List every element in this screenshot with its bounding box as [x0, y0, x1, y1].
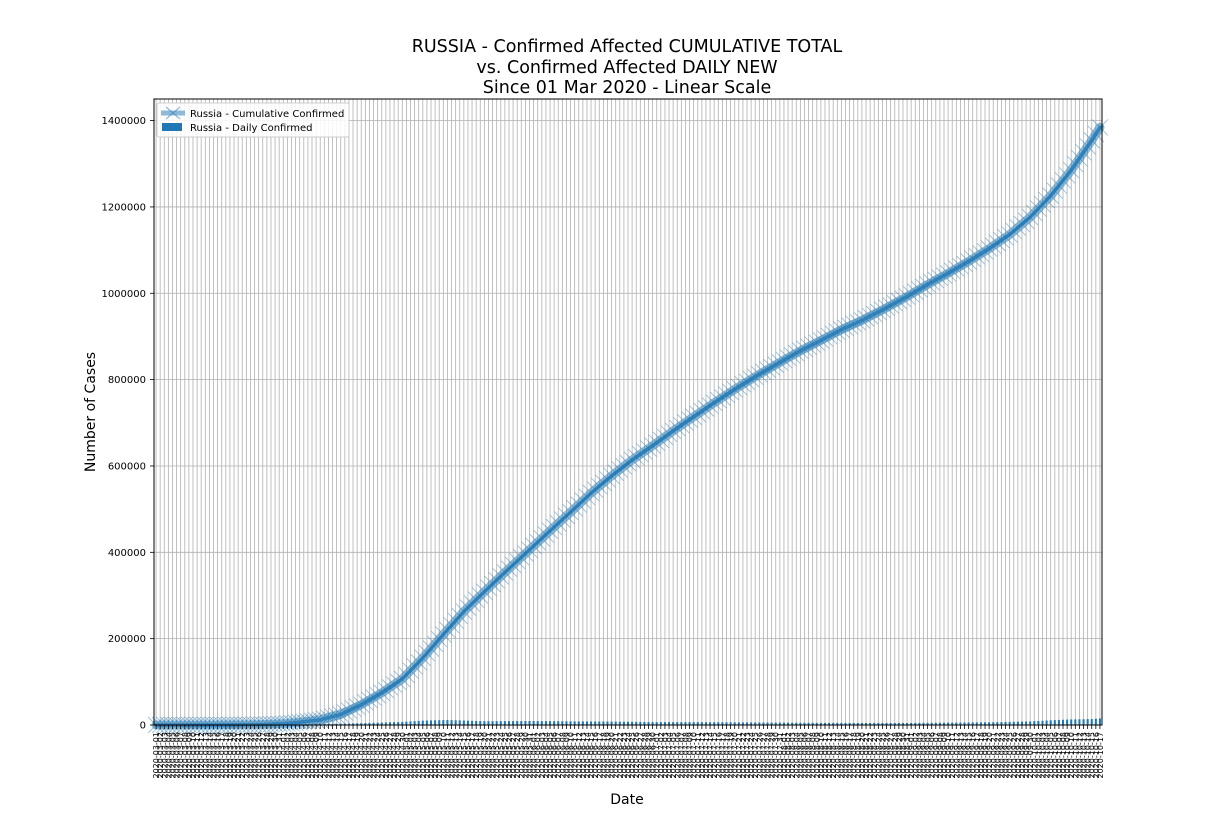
daily-bar: [1070, 719, 1072, 725]
daily-bar: [586, 721, 588, 725]
daily-bar: [492, 721, 494, 725]
daily-bar: [1046, 721, 1048, 725]
daily-bar: [565, 721, 567, 725]
daily-bar: [409, 721, 411, 725]
daily-bar: [570, 721, 572, 725]
x-axis-ticks: 2020-03-012020-03-022020-03-032020-03-04…: [152, 725, 1105, 779]
daily-bar: [582, 721, 584, 725]
daily-bar: [1062, 720, 1064, 725]
daily-bar: [1025, 722, 1027, 725]
daily-bar: [1091, 719, 1093, 725]
daily-bar: [1029, 721, 1031, 725]
daily-bar: [430, 720, 432, 725]
y-tick-label: 1200000: [101, 202, 146, 213]
daily-bar: [1041, 721, 1043, 725]
daily-bar: [467, 721, 469, 725]
daily-bar: [578, 721, 580, 725]
daily-bar: [615, 722, 617, 725]
daily-bar: [574, 721, 576, 725]
chart-title-line-3: Since 01 Mar 2020 - Linear Scale: [483, 78, 771, 98]
daily-bar: [504, 721, 506, 725]
chart-title-line-2: vs. Confirmed Affected DAILY NEW: [476, 58, 777, 78]
daily-bar: [422, 721, 424, 725]
daily-bar: [1083, 719, 1085, 725]
daily-bar: [434, 720, 436, 725]
daily-bar: [557, 721, 559, 725]
legend-swatch-daily: [162, 123, 182, 131]
daily-bar: [455, 720, 457, 725]
daily-bar: [1033, 721, 1035, 725]
daily-bar: [414, 721, 416, 725]
y-tick-label: 0: [140, 721, 146, 732]
daily-bar: [598, 722, 600, 726]
x-tick-label: 2020-10-17: [1096, 732, 1105, 779]
daily-bar: [1087, 719, 1089, 725]
daily-bar: [1037, 721, 1039, 725]
daily-bar: [537, 721, 539, 725]
daily-bar: [451, 720, 453, 725]
daily-bar: [426, 721, 428, 725]
daily-bar: [471, 721, 473, 725]
daily-bar: [463, 721, 465, 725]
daily-bar: [479, 721, 481, 725]
daily-bar: [446, 720, 448, 725]
daily-bar: [442, 720, 444, 725]
chart-legend: Russia - Cumulative Confirmed Russia - D…: [157, 103, 349, 137]
daily-bar: [545, 721, 547, 725]
y-tick-label: 400000: [108, 548, 146, 559]
legend-label-daily: Russia - Daily Confirmed: [190, 123, 313, 134]
daily-bar: [533, 721, 535, 725]
daily-bar: [528, 721, 530, 725]
daily-bar: [561, 721, 563, 725]
daily-bar: [459, 720, 461, 725]
daily-bar: [520, 721, 522, 725]
x-axis-label: Date: [610, 792, 643, 808]
y-tick-label: 1000000: [101, 289, 146, 300]
daily-bar: [553, 721, 555, 725]
daily-bar: [1058, 720, 1060, 725]
y-tick-label: 200000: [108, 634, 146, 645]
daily-bar: [602, 722, 604, 725]
y-tick-label: 1400000: [101, 116, 146, 127]
daily-bar: [1099, 718, 1101, 725]
daily-bar: [1066, 720, 1068, 725]
daily-bar: [541, 721, 543, 725]
daily-bar: [487, 721, 489, 725]
daily-bar: [594, 721, 596, 725]
daily-bar: [508, 721, 510, 725]
legend-label-cumulative: Russia - Cumulative Confirmed: [190, 109, 344, 120]
daily-bar: [611, 722, 613, 725]
y-tick-label: 800000: [108, 375, 146, 386]
daily-bar: [606, 722, 608, 725]
daily-bar: [496, 721, 498, 725]
daily-bar: [1021, 722, 1023, 725]
daily-bar: [418, 721, 420, 725]
daily-bar: [512, 721, 514, 725]
daily-bar: [438, 720, 440, 725]
daily-bar: [1095, 719, 1097, 725]
daily-bar: [483, 721, 485, 725]
daily-bar: [516, 721, 518, 725]
daily-bar: [524, 721, 526, 725]
daily-bar: [475, 721, 477, 725]
y-axis-label: Number of Cases: [83, 352, 99, 472]
chart-title-line-1: RUSSIA - Confirmed Affected CUMULATIVE T…: [412, 37, 843, 57]
daily-bar: [549, 721, 551, 725]
daily-bar: [1050, 720, 1052, 725]
daily-bar: [590, 721, 592, 725]
y-tick-label: 600000: [108, 461, 146, 472]
daily-bar: [1078, 719, 1080, 725]
daily-bar: [1054, 720, 1056, 725]
daily-bar: [500, 721, 502, 725]
daily-bar: [1074, 719, 1076, 725]
